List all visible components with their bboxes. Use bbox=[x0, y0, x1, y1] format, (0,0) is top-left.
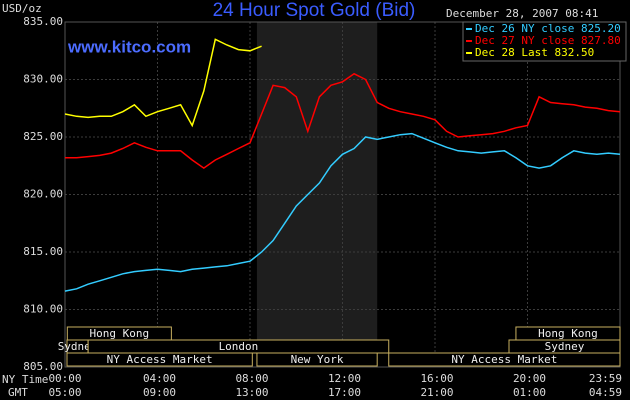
x-axis-name: GMT bbox=[8, 386, 28, 399]
session-label: London bbox=[219, 340, 259, 353]
legend-label: Dec 27 NY close 827.80 bbox=[475, 34, 621, 47]
x2-tick-label: 01:00 bbox=[513, 386, 546, 399]
session-label: New York bbox=[291, 353, 344, 366]
session-label: Sydney bbox=[545, 340, 585, 353]
y-tick-label: 825.00 bbox=[23, 130, 63, 143]
session-label: NY Access Market bbox=[107, 353, 213, 366]
x-tick-label: 08:00 bbox=[235, 372, 268, 385]
x-axis-name: NY Time bbox=[2, 373, 48, 386]
price-line bbox=[64, 38, 262, 128]
watermark: www.kitco.com bbox=[67, 37, 191, 56]
x-tick-label: 00:00 bbox=[48, 372, 81, 385]
session-label: Hong Kong bbox=[90, 327, 150, 340]
x-tick-label: 12:00 bbox=[328, 372, 361, 385]
timestamp: December 28, 2007 08:41 bbox=[446, 7, 598, 20]
session-bar bbox=[256, 352, 378, 367]
x2-tick-label: 05:00 bbox=[48, 386, 81, 399]
price-line bbox=[65, 72, 621, 170]
y-tick-label: 805.00 bbox=[23, 360, 63, 373]
x2-tick-label: 13:00 bbox=[235, 386, 268, 399]
x-tick-label: 04:00 bbox=[143, 372, 176, 385]
session-bar bbox=[388, 352, 621, 367]
y-tick-label: 815.00 bbox=[23, 245, 63, 258]
x2-tick-label: 21:00 bbox=[420, 386, 453, 399]
y-axis-label: USD/oz bbox=[2, 2, 42, 15]
y-tick-label: 810.00 bbox=[23, 303, 63, 316]
x-tick-label: 16:00 bbox=[420, 372, 453, 385]
x2-tick-label: 04:59 bbox=[589, 386, 622, 399]
y-tick-label: 820.00 bbox=[23, 188, 63, 201]
price-line bbox=[64, 132, 621, 292]
legend-box bbox=[462, 21, 627, 62]
chart-title: 24 Hour Spot Gold (Bid) bbox=[213, 0, 416, 21]
y-tick-label: 830.00 bbox=[23, 73, 63, 86]
legend-label: Dec 28 Last 832.50 bbox=[475, 46, 594, 59]
session-label: NY Access Market bbox=[451, 353, 557, 366]
legend-label: Dec 26 NY close 825.20 bbox=[475, 22, 621, 35]
x2-tick-label: 09:00 bbox=[143, 386, 176, 399]
x-tick-label: 23:59 bbox=[589, 372, 622, 385]
y-tick-label: 835.00 bbox=[23, 15, 63, 28]
x-tick-label: 20:00 bbox=[513, 372, 546, 385]
session-bar bbox=[66, 352, 253, 367]
session-label: Hong Kong bbox=[538, 327, 598, 340]
plot-frame bbox=[64, 21, 621, 368]
x2-tick-label: 17:00 bbox=[328, 386, 361, 399]
